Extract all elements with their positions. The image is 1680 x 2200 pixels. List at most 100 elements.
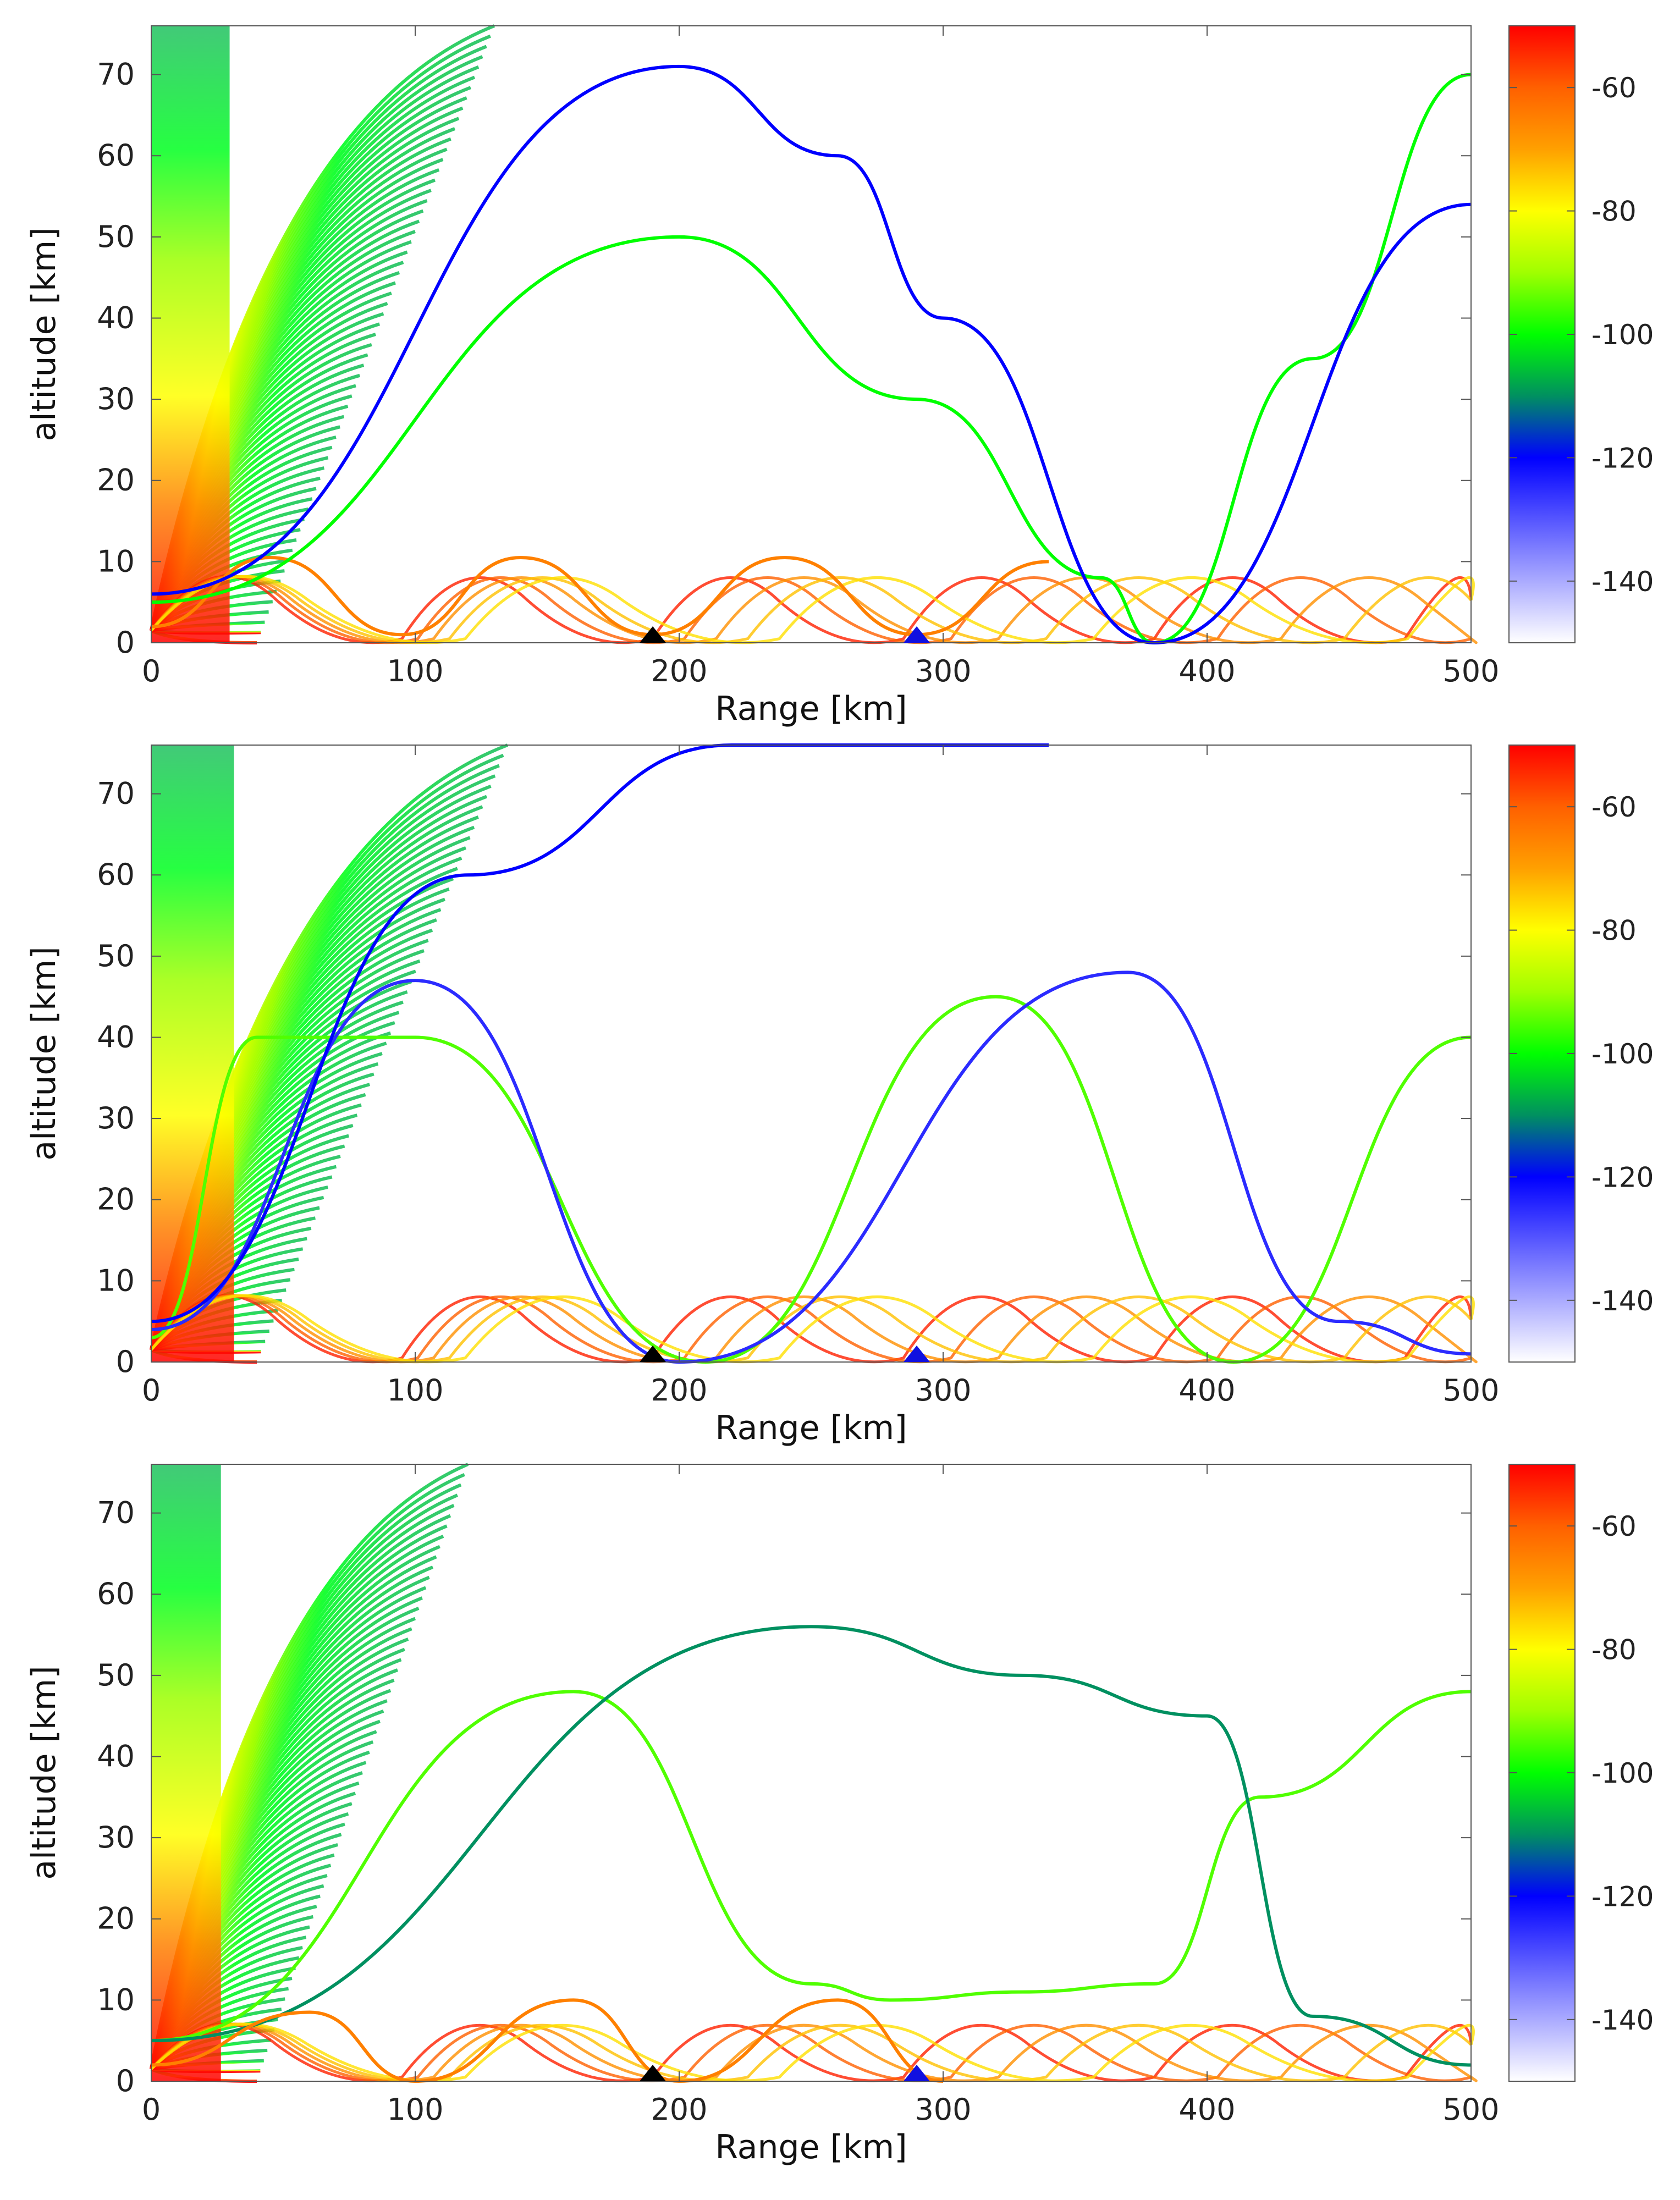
y-axis-title: altitude [km]: [25, 946, 63, 1160]
x-tick-label: 400: [1178, 2092, 1235, 2127]
colorbar-tick-label: -100: [1591, 319, 1654, 351]
y-tick-label: 0: [116, 625, 135, 660]
x-tick-label: 400: [1178, 1373, 1235, 1408]
colorbar-tick-label: -140: [1591, 2004, 1654, 2036]
y-tick-label: 70: [97, 57, 135, 92]
x-axis-title: Range [km]: [715, 2128, 907, 2166]
colorbar-tick-label: -140: [1591, 566, 1654, 598]
x-tick-label: 300: [915, 654, 971, 688]
y-tick-label: 40: [97, 300, 135, 335]
y-tick-label: 30: [97, 1101, 135, 1135]
colorbar-tick-label: -140: [1591, 1285, 1654, 1317]
x-tick-label: 400: [1178, 654, 1235, 688]
x-axis-title: Range [km]: [715, 1409, 907, 1447]
duct-rays: [150, 1294, 1478, 1364]
y-tick-label: 60: [97, 857, 135, 892]
y-axis-title: altitude [km]: [25, 227, 63, 441]
duct-rays: [150, 575, 1478, 644]
x-tick-label: 300: [915, 1373, 971, 1408]
y-tick-label: 70: [97, 1496, 135, 1530]
marker-black-station: [640, 2065, 666, 2081]
series-ray-a: [151, 555, 1049, 637]
x-axis-title: Range [km]: [715, 690, 907, 728]
colorbar-tick-label: -60: [1591, 1510, 1637, 1542]
x-tick-label: 0: [142, 1373, 161, 1408]
x-tick-label: 200: [651, 654, 707, 688]
y-axis-title: altitude [km]: [25, 1666, 63, 1879]
y-tick-label: 50: [97, 939, 135, 973]
duct-rays: [150, 2022, 1478, 2082]
colorbar-tick-label: -100: [1591, 1757, 1654, 1789]
chart-panel-bottom: 0 100 200 300 400 500 0 10 20 30 40 50 60 70 Range [km…: [25, 1463, 1654, 2166]
x-tick-label: 100: [387, 654, 443, 688]
colorbar-tick-label: -80: [1591, 1634, 1637, 1666]
x-tick-label: 200: [651, 2092, 707, 2127]
y-tick-label: 40: [97, 1019, 135, 1054]
colorbar-tick-label: -100: [1591, 1038, 1654, 1070]
plot-frame: [151, 25, 1472, 643]
marker-blue-station: [904, 626, 930, 643]
x-tick-label: 0: [142, 2092, 161, 2127]
plot-frame: [151, 1464, 1472, 2082]
ray-fan: [150, 24, 495, 644]
colorbar-tick-label: -120: [1591, 1881, 1654, 1912]
chart-panel-top: 0 100 200 300 400 500 0 10 20 30 40 50 60 70 Range [km…: [25, 24, 1654, 728]
series-ray-c: [151, 64, 1472, 645]
series-ray-c: [151, 1998, 944, 2083]
series-ray-b: [151, 1625, 1472, 2067]
x-tick-label: 500: [1442, 1373, 1499, 1408]
y-tick-label: 0: [116, 2064, 135, 2098]
x-tick-label: 500: [1442, 654, 1499, 688]
y-tick-label: 0: [116, 1344, 135, 1379]
marker-black-station: [640, 1346, 666, 1362]
fan-core: [151, 1464, 221, 2081]
duct-ray: [150, 1294, 1472, 1364]
y-tick-label: 50: [97, 1658, 135, 1692]
y-tick-label: 20: [97, 1182, 135, 1217]
duct-ray: [150, 575, 1472, 644]
x-tick-label: 100: [387, 2092, 443, 2127]
fan-core: [151, 745, 234, 1362]
y-tick-label: 30: [97, 1820, 135, 1855]
y-tick-label: 40: [97, 1739, 135, 1773]
series-ray-b: [151, 73, 1472, 645]
series-ray-a: [151, 995, 1472, 1364]
duct-ray: [150, 2022, 1475, 2082]
y-tick-label: 10: [97, 1982, 135, 2017]
colorbar: [1508, 1464, 1576, 2082]
x-tick-label: 0: [142, 654, 161, 688]
x-tick-label: 100: [387, 1373, 443, 1408]
ray-fan: [150, 743, 509, 1364]
series-ray-b: [151, 971, 1472, 1364]
x-tick-label: 200: [651, 1373, 707, 1408]
duct-ray: [150, 575, 1475, 644]
plot-frame: [151, 745, 1472, 1363]
series-ray-a: [151, 1690, 1472, 2043]
y-tick-label: 10: [97, 544, 135, 578]
y-tick-label: 60: [97, 1576, 135, 1611]
y-tick-label: 50: [97, 219, 135, 254]
y-tick-label: 70: [97, 776, 135, 811]
duct-ray: [150, 1294, 1475, 1364]
y-tick-label: 10: [97, 1263, 135, 1298]
colorbar-tick-label: -60: [1591, 791, 1637, 823]
duct-ray: [150, 1294, 1472, 1364]
chart-panel-middle: 0 100 200 300 400 500 0 10 20 30 40 50 60 70 Range [km…: [25, 743, 1654, 1447]
y-tick-label: 30: [97, 382, 135, 416]
colorbar-tick-label: -80: [1591, 196, 1637, 228]
ray-fan: [150, 1463, 469, 2083]
colorbar-tick-label: -60: [1591, 72, 1637, 104]
colorbar-tick-label: -120: [1591, 1161, 1654, 1193]
duct-ray: [150, 1294, 1478, 1364]
colorbar-tick-label: -80: [1591, 915, 1637, 947]
colorbar: [1508, 745, 1576, 1363]
marker-blue-station: [904, 1346, 930, 1362]
x-tick-label: 300: [915, 2092, 971, 2127]
marker-black-station: [640, 626, 666, 643]
y-tick-label: 60: [97, 138, 135, 173]
duct-ray: [150, 2022, 1472, 2082]
marker-blue-station: [904, 2065, 930, 2081]
duct-ray: [150, 575, 1472, 644]
colorbar-tick-label: -120: [1591, 442, 1654, 474]
